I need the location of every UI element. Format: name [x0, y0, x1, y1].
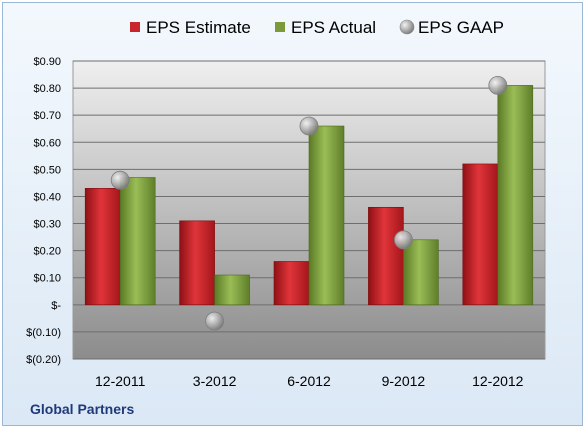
- y-tick-label: $-: [51, 300, 61, 312]
- y-tick-label: $0.40: [33, 191, 61, 203]
- x-axis: 12-2011 3-2012 6-2012 9-2012 12-2012: [95, 373, 524, 389]
- y-tick-label: $0.20: [33, 246, 61, 258]
- y-tick-label: $0.50: [33, 164, 61, 176]
- eps-actual-bar: [403, 239, 439, 306]
- x-category-label: 6-2012: [287, 373, 331, 389]
- eps-gaap-point: [488, 75, 508, 95]
- x-category-label: 12-2011: [95, 373, 146, 389]
- eps-gaap-point: [110, 170, 130, 190]
- gaap-points: [110, 75, 508, 331]
- legend: EPS Estimate EPS Actual EPS GAAP: [130, 18, 504, 37]
- legend-label: EPS Actual: [291, 18, 376, 37]
- y-tick-label: $(0.20): [26, 354, 61, 366]
- company-name: Global Partners: [30, 401, 135, 417]
- legend-swatch-estimate: [130, 22, 140, 32]
- y-tick-label: $0.60: [33, 137, 61, 149]
- legend-swatch-actual: [275, 22, 285, 32]
- bars: [84, 85, 534, 306]
- eps-gaap-point: [205, 311, 225, 331]
- eps-actual-bar: [497, 85, 534, 306]
- eps-actual-bar: [119, 177, 156, 306]
- y-axis: $0.90 $0.80 $0.70 $0.60 $0.50 $0.40 $0.30 $0.20…: [26, 56, 61, 366]
- eps-estimate-bar: [84, 188, 121, 306]
- eps-estimate-bar: [273, 261, 310, 306]
- x-category-label: 9-2012: [382, 373, 426, 389]
- legend-label: EPS GAAP: [418, 18, 504, 37]
- eps-gaap-point: [299, 116, 319, 136]
- y-tick-label: $0.90: [33, 56, 61, 68]
- eps-estimate-bar: [368, 206, 404, 306]
- eps-gaap-point: [393, 230, 413, 250]
- eps-actual-bar: [214, 274, 250, 306]
- eps-actual-bar: [308, 125, 345, 306]
- y-tick-label: $0.70: [33, 110, 61, 122]
- x-category-label: 3-2012: [193, 373, 237, 389]
- y-tick-label: $0.30: [33, 219, 61, 231]
- y-tick-label: $0.80: [33, 83, 61, 95]
- y-tick-label: $(0.10): [26, 327, 61, 339]
- x-category-label: 12-2012: [472, 373, 524, 389]
- eps-estimate-bar: [462, 163, 499, 306]
- eps-estimate-bar: [179, 220, 215, 306]
- y-tick-label: $0.10: [33, 273, 61, 285]
- legend-swatch-gaap: [399, 19, 415, 35]
- legend-label: EPS Estimate: [146, 18, 251, 37]
